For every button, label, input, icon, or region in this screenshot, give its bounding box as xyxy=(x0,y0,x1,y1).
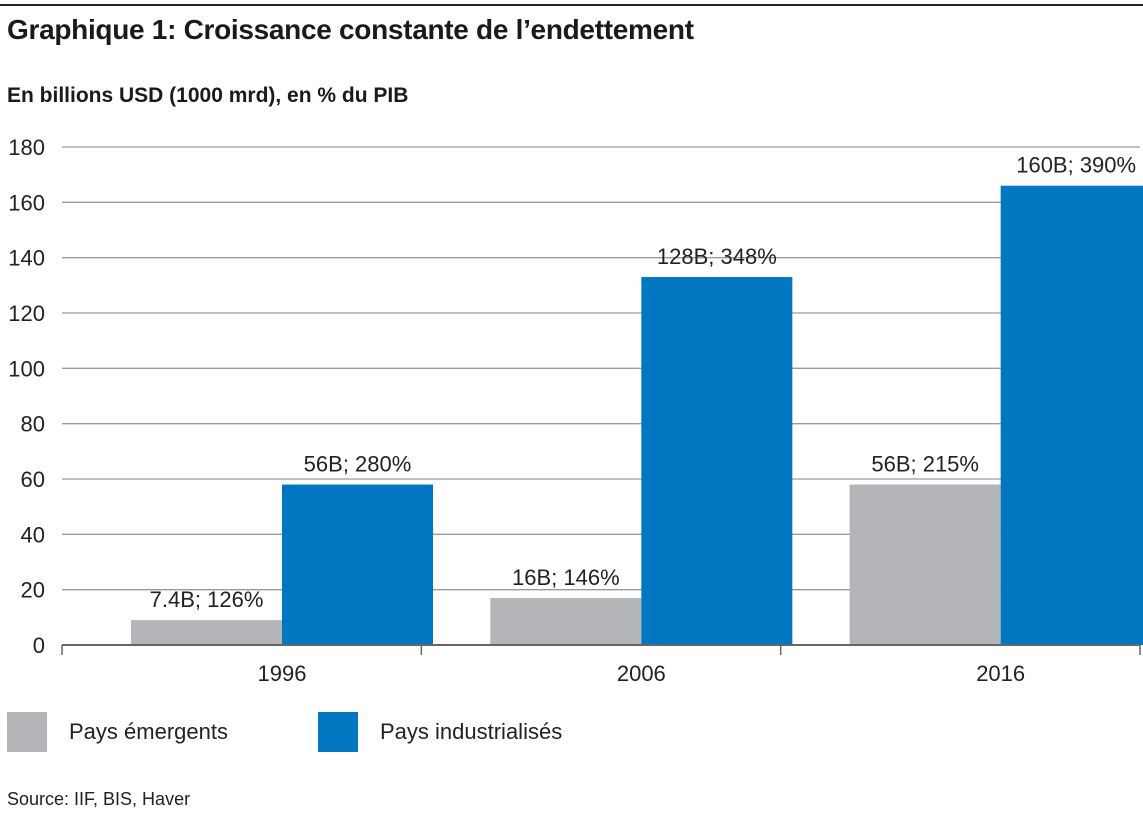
y-tick-label: 20 xyxy=(21,578,45,603)
x-tick-label: 2016 xyxy=(976,661,1025,686)
y-tick-label: 80 xyxy=(21,412,45,437)
y-tick-label: 180 xyxy=(8,135,45,160)
legend-label-emerging: Pays émergents xyxy=(69,719,228,744)
bar-emerging-2006 xyxy=(490,597,642,645)
legend-swatch-industrial xyxy=(318,712,358,752)
y-tick-label: 40 xyxy=(21,522,45,547)
bar-emerging-1996 xyxy=(131,620,282,645)
data-label: 7.4B; 126% xyxy=(150,587,264,612)
data-label: 160B; 390% xyxy=(1016,153,1136,178)
y-tick-label: 160 xyxy=(8,190,45,215)
data-label: 56B; 280% xyxy=(304,452,412,477)
chart-title: Graphique 1: Croissance constante de l’e… xyxy=(7,14,694,45)
data-label: 128B; 348% xyxy=(657,244,777,269)
source-note: Source: IIF, BIS, Haver xyxy=(7,789,191,809)
data-label: 56B; 215% xyxy=(871,452,979,477)
y-tick-label: 100 xyxy=(8,356,45,381)
x-tick-label: 2006 xyxy=(617,661,666,686)
legend-swatch-emerging xyxy=(7,712,47,752)
y-tick-label: 140 xyxy=(8,246,45,271)
chart-subtitle: En billions USD (1000 mrd), en % du PIB xyxy=(7,84,409,107)
bar-industrial-2006 xyxy=(641,277,793,645)
y-tick-label: 60 xyxy=(21,467,45,492)
legend-item-emerging: Pays émergents xyxy=(7,712,228,752)
bar-emerging-2016 xyxy=(849,484,1001,645)
legend-label-industrial: Pays industrialisés xyxy=(380,719,563,744)
x-tick-label: 1996 xyxy=(258,661,307,686)
legend-item-industrial: Pays industrialisés xyxy=(318,712,562,752)
y-tick-label: 0 xyxy=(33,633,45,658)
y-tick-label: 120 xyxy=(8,301,45,326)
bar-industrial-2016 xyxy=(1000,185,1143,645)
data-label: 16B; 146% xyxy=(512,565,620,590)
bar-industrial-1996 xyxy=(282,484,433,645)
bar-chart: 0 20 40 60 80 100 120 140 160 180 7.4B; 126% 16B; 1… xyxy=(8,135,1143,686)
top-rule xyxy=(0,4,1143,6)
